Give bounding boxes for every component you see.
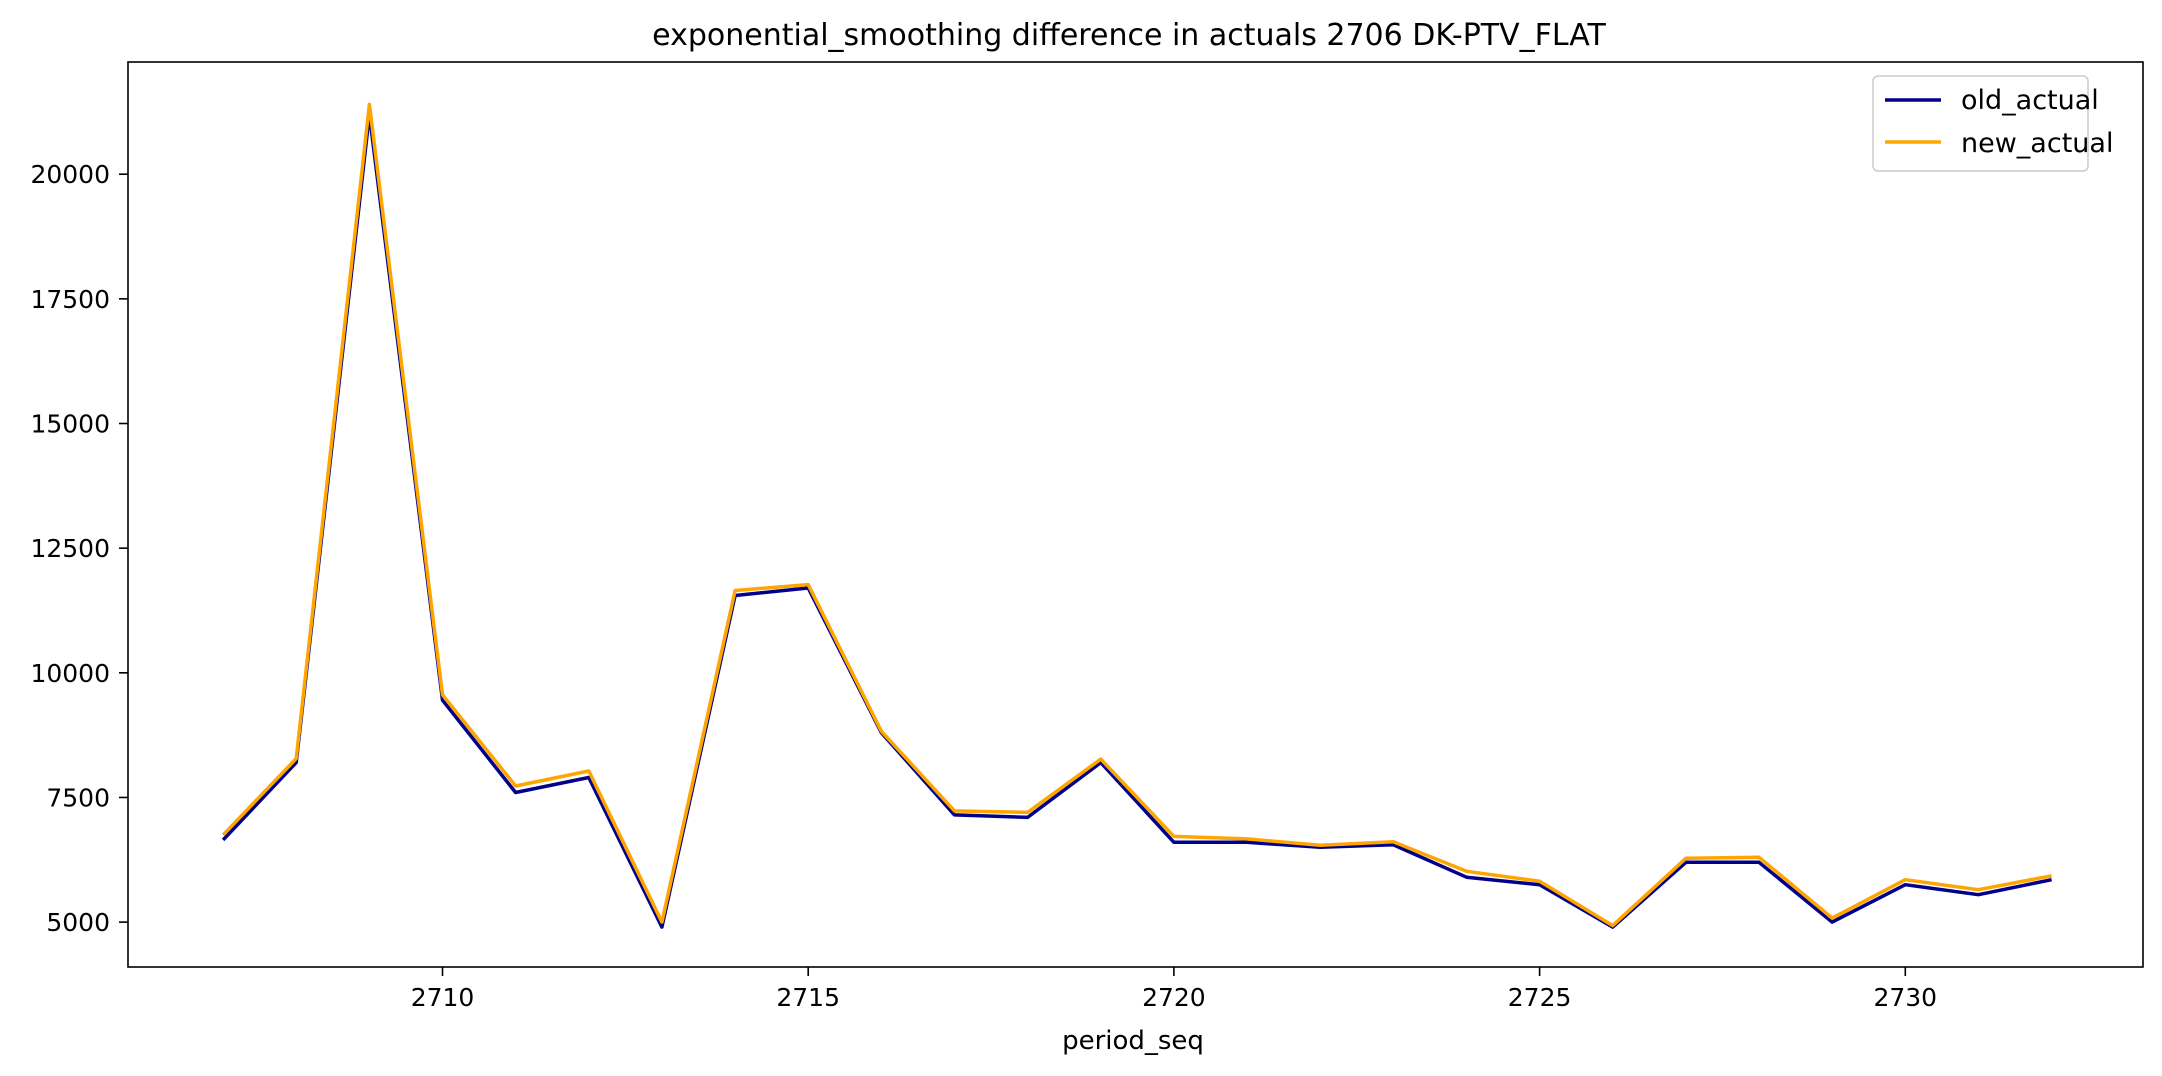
y-tick-label: 12500 [30, 534, 110, 563]
plot-frame [127, 61, 2144, 968]
y-tick-label: 10000 [30, 659, 110, 688]
chart-title: exponential_smoothing difference in actu… [652, 18, 1606, 53]
y-tick-label: 15000 [30, 410, 110, 439]
legend-label-new-actual: new_actual [1961, 128, 2113, 159]
series-line-old-actual [221, 112, 2052, 929]
x-tick-label: 2725 [1508, 983, 1572, 1012]
y-tick-label: 20000 [30, 160, 110, 189]
x-axis: 2710 2715 2720 2725 2730 [411, 967, 1937, 1012]
x-tick-label: 2715 [776, 983, 840, 1012]
y-tick-label: 5000 [46, 908, 110, 937]
x-tick-label: 2720 [1142, 983, 1206, 1012]
plot-area: 2710 2715 2720 2725 2730 5000 7500 10000 12500 1… [30, 61, 2144, 1012]
x-axis-label: period_seq [1062, 1026, 1204, 1056]
y-tick-label: 17500 [30, 285, 110, 314]
x-tick-label: 2730 [1873, 983, 1937, 1012]
y-tick-label: 7500 [46, 783, 110, 812]
legend-label-old-actual: old_actual [1961, 85, 2099, 116]
series-lines [221, 102, 2052, 929]
x-tick-label: 2710 [411, 983, 475, 1012]
legend: old_actual new_actual [1872, 75, 2113, 172]
series-line-new-actual [221, 102, 2052, 928]
y-axis: 5000 7500 10000 12500 15000 17500 20000 [30, 160, 128, 937]
